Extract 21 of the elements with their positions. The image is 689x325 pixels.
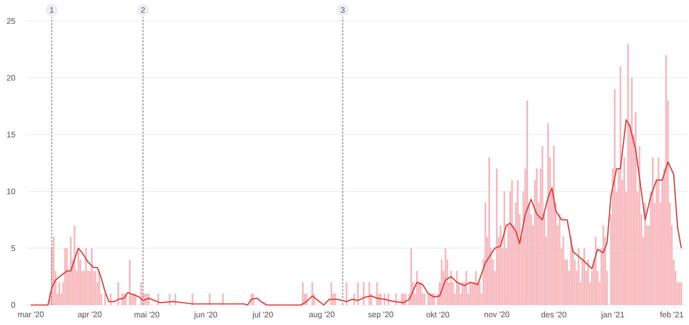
x-tick-label: aug '20 — [309, 312, 334, 319]
x-tick-label: des '20 — [541, 312, 566, 318]
y-tick-label: 20 — [6, 74, 16, 81]
x-tick-label: nov '20 — [484, 312, 510, 318]
ref-line-label: 1 — [50, 7, 54, 13]
x-tick-label: apr '20 — [78, 312, 102, 319]
x-tick-label: mar '20 — [18, 312, 44, 318]
y-tick-label: 5 — [11, 245, 16, 251]
x-tick-label: okt '20 — [426, 312, 450, 318]
ref-line-label: 2 — [141, 7, 145, 13]
x-tick-label: sep '20 — [368, 312, 394, 319]
ref-line-label: 3 — [340, 7, 345, 13]
x-tick-label: jan '21 — [600, 312, 624, 319]
y-tick-label: 10 — [7, 188, 16, 194]
x-tick-label: jul '20 — [252, 312, 273, 319]
x-tick-label: mai '20 — [134, 312, 160, 318]
x-tick-label: jun '20 — [194, 312, 218, 319]
y-tick-label: 25 — [6, 18, 16, 24]
y-tick-label: 15 — [7, 132, 16, 138]
x-tick-label: feb '21 — [660, 312, 684, 318]
y-tick-label: 0 — [11, 302, 16, 308]
